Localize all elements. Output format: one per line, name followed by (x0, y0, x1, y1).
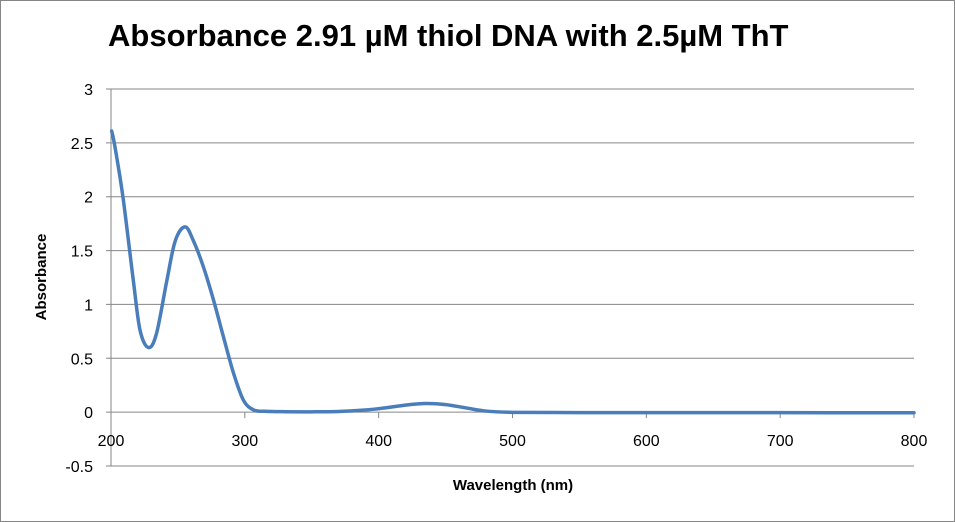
x-tick-label: 200 (98, 433, 125, 450)
x-tick-label: 600 (633, 433, 660, 450)
chart-title: Absorbance 2.91 µM thiol DNA with 2.5µM … (108, 18, 789, 53)
x-tick-label: 300 (231, 433, 258, 450)
y-tick-label: 1.5 (71, 244, 93, 261)
y-axis-label: Absorbance (33, 234, 50, 321)
y-tick-label: 0.5 (71, 351, 93, 368)
series-line (109, 129, 916, 415)
x-tick-label: 800 (901, 433, 928, 450)
y-tick-label: 3 (84, 82, 93, 99)
y-tick-label: -0.5 (65, 459, 93, 476)
y-tick-label: 2 (84, 190, 93, 207)
x-tick-label: 400 (365, 433, 392, 450)
x-tick-label: 500 (499, 433, 526, 450)
y-tick-label: 1 (84, 297, 93, 314)
y-tick-label: 2.5 (71, 136, 93, 153)
y-tick-label: 0 (84, 405, 93, 422)
x-axis-label: Wavelength (nm) (453, 477, 573, 494)
x-tick-label: 700 (767, 433, 794, 450)
